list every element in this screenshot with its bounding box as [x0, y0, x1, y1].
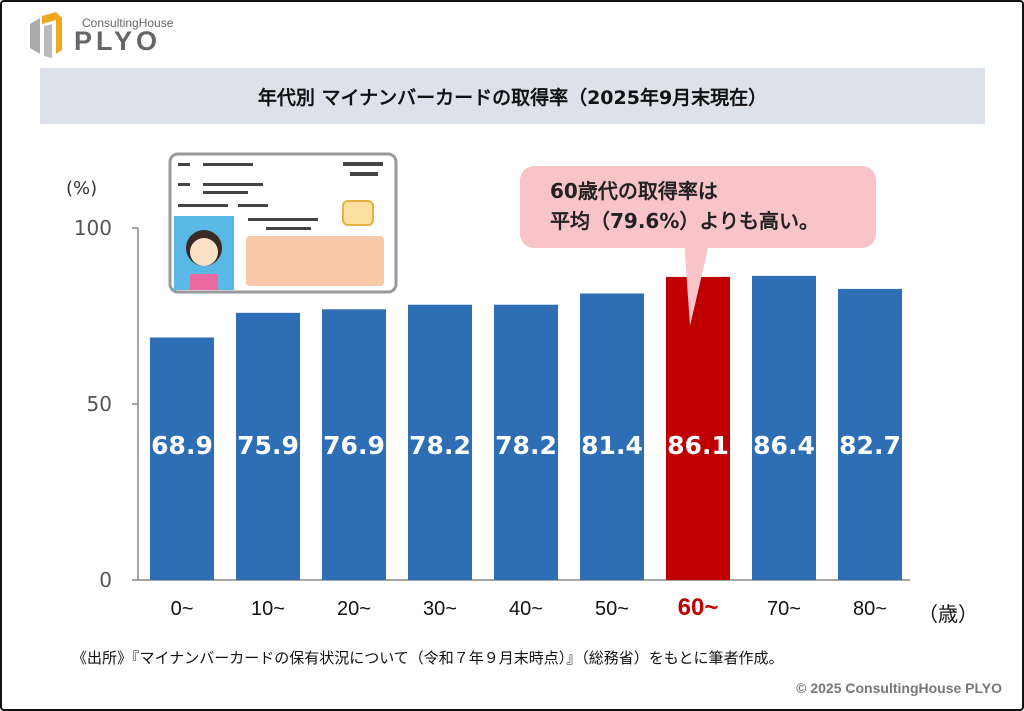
- bar: [150, 337, 214, 580]
- x-axis-unit: （歳）: [918, 602, 978, 626]
- bar: [322, 309, 386, 580]
- x-tick-label: 50~: [595, 598, 629, 620]
- x-tick-label: 30~: [423, 598, 457, 620]
- bar: [752, 275, 816, 580]
- x-tick-label: 80~: [853, 598, 887, 620]
- x-tick-label: 70~: [767, 598, 801, 620]
- bar: [666, 276, 730, 580]
- data-label: 86.1: [667, 431, 729, 460]
- bar: [236, 312, 300, 580]
- bar: [838, 288, 902, 580]
- data-label: 68.9: [151, 431, 213, 460]
- copyright: © 2025 ConsultingHouse PLYO: [796, 680, 1002, 696]
- x-tick-label: 20~: [337, 598, 371, 620]
- data-label: 78.2: [495, 431, 557, 460]
- callout-line-2: 平均（79.6%）よりも高い。: [550, 209, 819, 233]
- plyo-logo-icon: [30, 12, 62, 58]
- chart-title: 年代別 マイナンバーカードの取得率（2025年9月末現在）: [40, 68, 985, 124]
- callout-pointer: [684, 240, 710, 326]
- data-label: 81.4: [581, 431, 643, 460]
- callout-line-1: 60歳代の取得率は: [550, 179, 718, 203]
- data-label: 86.4: [753, 431, 815, 460]
- y-axis-label: (%): [66, 178, 98, 199]
- logo-text: PLYO: [74, 26, 162, 56]
- bar: [580, 293, 644, 580]
- my-number-card-illustration: [168, 152, 398, 294]
- y-tick: 0: [99, 568, 112, 592]
- callout-annotation: 60歳代の取得率は 平均（79.6%）よりも高い。: [520, 166, 876, 248]
- source-note: 《出所》『マイナンバーカードの保有状況について（令和７年９月末時点）』（総務省）…: [72, 649, 784, 667]
- bar: [494, 304, 558, 580]
- logo-text-small: ConsultingHouse: [82, 16, 174, 30]
- data-label: 76.9: [323, 431, 385, 460]
- x-tick-label: 10~: [251, 598, 285, 620]
- x-tick-label: 60~: [677, 594, 719, 621]
- data-label: 82.7: [839, 431, 901, 460]
- y-tick: 100: [73, 216, 112, 240]
- data-label: 75.9: [237, 431, 299, 460]
- bar: [408, 304, 472, 580]
- data-label: 78.2: [409, 431, 471, 460]
- y-tick: 50: [86, 392, 112, 416]
- x-tick-label: 0~: [170, 598, 194, 620]
- x-tick-label: 40~: [509, 598, 543, 620]
